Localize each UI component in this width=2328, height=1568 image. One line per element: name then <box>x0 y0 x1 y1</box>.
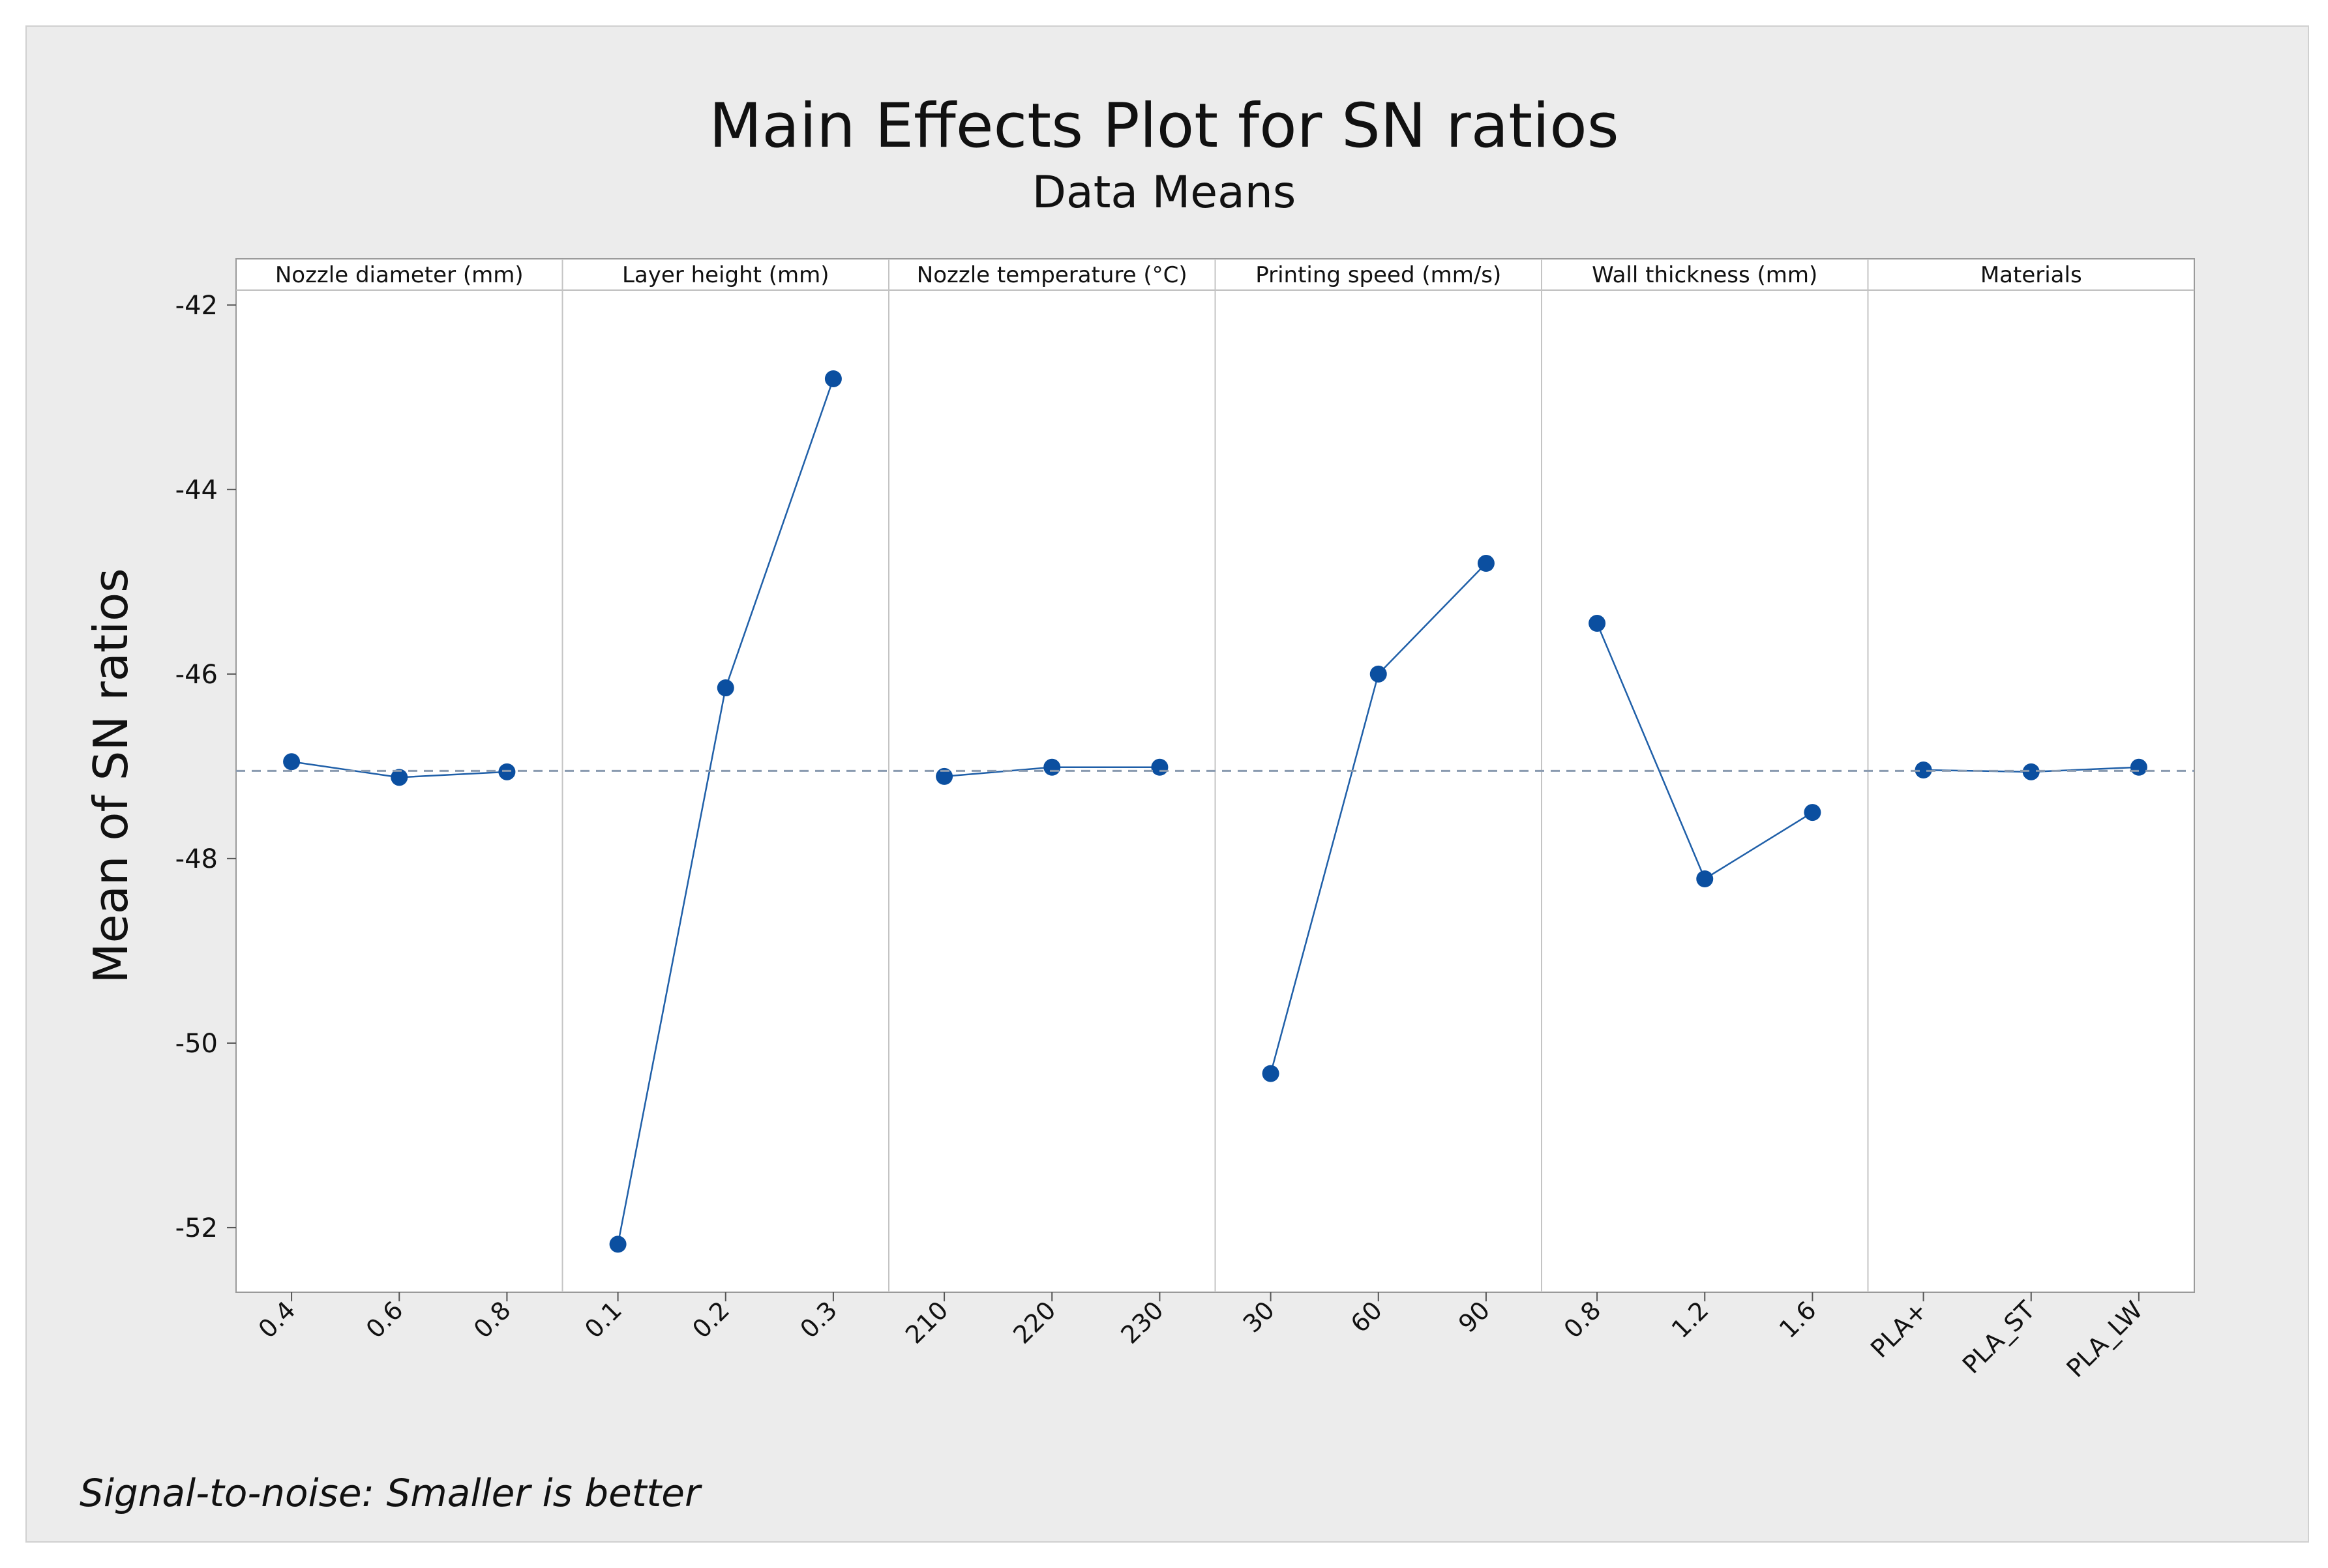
data-point <box>2022 763 2040 780</box>
panel-label: Wall thickness (mm) <box>1592 262 1817 288</box>
panel-label: Materials <box>1980 262 2082 288</box>
data-point <box>824 370 842 387</box>
data-point <box>2130 758 2147 776</box>
data-point <box>1477 555 1495 572</box>
data-point <box>1151 758 1169 776</box>
y-tick-label: -48 <box>175 844 218 874</box>
data-point <box>1043 758 1061 776</box>
data-point <box>1915 762 1932 779</box>
panel-label: Nozzle temperature (°C) <box>917 262 1187 288</box>
y-tick-label: -46 <box>175 660 218 690</box>
y-tick-label: -50 <box>175 1029 218 1059</box>
data-point <box>1369 665 1387 683</box>
chart-subtitle: Data Means <box>1032 167 1296 218</box>
data-point <box>283 753 301 771</box>
y-axis-label: Mean of SN ratios <box>83 568 138 983</box>
chart-title: Main Effects Plot for SN ratios <box>709 91 1619 162</box>
data-point <box>1589 614 1606 632</box>
y-tick-label: -44 <box>175 475 218 505</box>
data-point <box>936 767 953 785</box>
y-tick-label: -52 <box>175 1213 218 1243</box>
footnote: Signal-to-noise: Smaller is better <box>80 1471 702 1515</box>
data-point <box>391 769 408 786</box>
data-point <box>1804 804 1821 821</box>
data-point <box>1696 870 1714 887</box>
data-point <box>609 1235 627 1253</box>
data-point <box>1262 1065 1279 1082</box>
panel-label: Printing speed (mm/s) <box>1255 262 1501 288</box>
panel-label: Nozzle diameter (mm) <box>275 262 524 288</box>
data-point <box>717 679 734 697</box>
y-tick-label: -42 <box>175 291 218 321</box>
panel-label: Layer height (mm) <box>622 262 829 288</box>
